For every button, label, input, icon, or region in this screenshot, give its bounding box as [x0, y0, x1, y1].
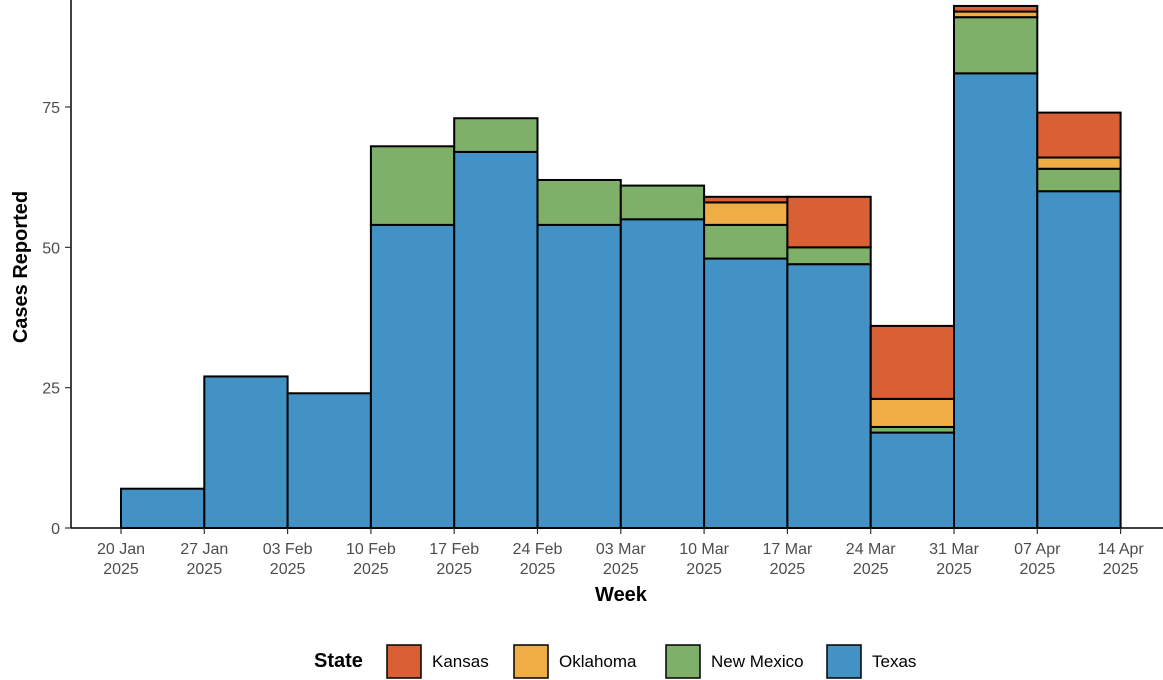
legend-label-new-mexico: New Mexico: [711, 652, 804, 671]
bar-segment-texas-11: [1036, 190, 1122, 529]
bar-segment-texas-5: [536, 223, 622, 529]
x-tick-label: 20 Jan 2025: [97, 541, 145, 578]
legend-key-texas: [826, 644, 862, 679]
bar-segment-texas-1: [203, 375, 289, 529]
bar-segment-new-mexico-5: [536, 178, 622, 226]
bar-segment-new-mexico-8: [786, 246, 872, 266]
bar-segment-kansas-11: [1036, 111, 1122, 159]
bar-segment-oklahoma-9: [869, 397, 956, 428]
bar-segment-kansas-7: [703, 195, 789, 204]
y-tick-label: 75: [42, 100, 60, 117]
bar-segment-kansas-8: [786, 195, 872, 249]
bar-segment-texas-10: [953, 72, 1039, 529]
legend-title: State: [314, 650, 363, 672]
x-tick-label: 10 Mar 2025: [679, 541, 729, 578]
bar-segment-texas-8: [786, 263, 872, 529]
legend-label-oklahoma: Oklahoma: [559, 652, 637, 671]
x-tick-label: 31 Mar 2025: [929, 541, 979, 578]
x-tick-label: 14 Apr 2025: [1097, 541, 1144, 578]
x-tick-label: 24 Mar 2025: [846, 541, 896, 578]
bars-layer: [120, 4, 1122, 529]
bar-segment-kansas-9: [869, 324, 956, 400]
x-tick-label: 07 Apr 2025: [1014, 541, 1061, 578]
bar-segment-new-mexico-7: [703, 223, 789, 260]
legend-key-oklahoma: [513, 644, 549, 679]
bar-segment-new-mexico-3: [369, 145, 456, 226]
y-tick-label: 0: [51, 521, 60, 538]
legend-key-new-mexico: [665, 644, 701, 679]
bar-segment-texas-7: [703, 257, 789, 529]
x-axis-title: Week: [595, 584, 648, 606]
legend-label-texas: Texas: [872, 652, 916, 671]
x-tick-label: 10 Feb 2025: [346, 541, 396, 578]
x-tick-label: 17 Feb 2025: [429, 541, 479, 578]
bar-segment-texas-0: [120, 487, 206, 529]
bar-segment-oklahoma-7: [703, 201, 789, 226]
bar-segment-new-mexico-11: [1036, 167, 1122, 193]
bar-segment-oklahoma-11: [1036, 156, 1122, 170]
y-tick-label: 50: [42, 240, 60, 257]
bar-segment-texas-2: [286, 392, 372, 529]
bar-segment-texas-4: [453, 150, 539, 529]
bar-segment-kansas-10: [953, 4, 1039, 13]
x-tick-label: 03 Mar 2025: [596, 541, 646, 578]
y-tick-label: 25: [42, 381, 60, 398]
legend-key-kansas: [386, 644, 422, 679]
legend: State Kansas Oklahoma New Mexico Texas: [314, 644, 916, 679]
axes-layer: 0 25 50 75 20 Jan 2025 27 Jan 2025 03 Feb 2025 10 …: [42, 0, 1163, 578]
x-tick-label: 03 Feb 2025: [263, 541, 313, 578]
x-tick-label: 24 Feb 2025: [513, 541, 563, 578]
y-axis-title: Cases Reported: [10, 191, 32, 343]
bar-segment-new-mexico-10: [953, 16, 1039, 75]
x-tick-label: 17 Mar 2025: [763, 541, 813, 578]
bar-segment-new-mexico-6: [619, 184, 706, 221]
bar-segment-texas-3: [369, 223, 456, 529]
legend-label-kansas: Kansas: [432, 652, 489, 671]
x-tick-label: 27 Jan 2025: [180, 541, 228, 578]
bar-segment-texas-9: [869, 431, 956, 529]
bar-segment-new-mexico-4: [453, 117, 539, 153]
bar-segment-texas-6: [619, 218, 706, 529]
